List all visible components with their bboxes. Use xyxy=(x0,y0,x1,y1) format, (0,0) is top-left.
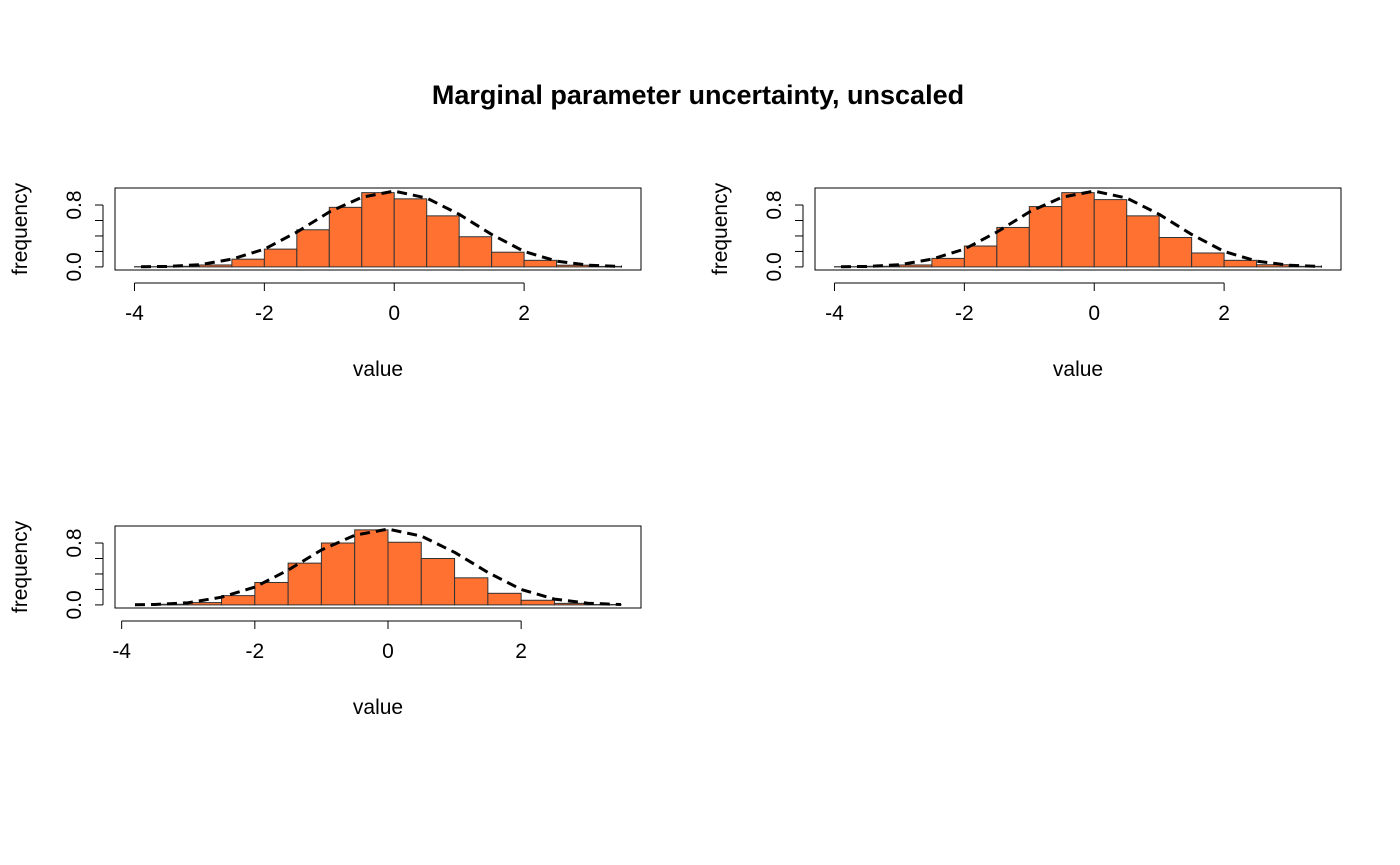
histogram-bar xyxy=(361,192,395,268)
plot-frame xyxy=(814,187,1342,271)
histogram-bar xyxy=(287,562,322,606)
histogram-bar xyxy=(354,529,389,606)
x-tick-label: 0 xyxy=(382,640,394,663)
x-tick-label: 2 xyxy=(1218,302,1230,325)
histogram-bar xyxy=(898,264,933,268)
x-tick-label: 2 xyxy=(515,640,527,663)
y-tick-label: 0.8 xyxy=(63,190,86,219)
x-tick-label: -4 xyxy=(125,302,144,325)
x-tick-label: 2 xyxy=(518,302,530,325)
histogram-bar xyxy=(1223,259,1258,268)
histogram-panel-1: -4 -2 0 2 value 0.0 0.8 frequency xyxy=(9,182,642,381)
histogram-bar xyxy=(393,198,428,268)
x-tick-label: -2 xyxy=(255,302,274,325)
histogram-bar xyxy=(328,206,363,268)
x-axis-title: value xyxy=(353,696,403,719)
y-tick-label: 0.8 xyxy=(763,190,786,219)
histogram-bar xyxy=(1061,192,1095,268)
histogram-bar xyxy=(556,264,590,268)
y-tick-label: 0.8 xyxy=(63,528,86,557)
x-axis-title: value xyxy=(1053,358,1103,381)
histogram-bar xyxy=(1256,264,1290,268)
histogram-bar xyxy=(523,259,558,268)
histogram-bar xyxy=(387,541,422,606)
histogram-bar xyxy=(1028,206,1063,268)
histogram-bar xyxy=(996,226,1030,268)
histogram-bar xyxy=(520,599,555,606)
x-tick-label: -2 xyxy=(245,640,264,663)
histogram-bar xyxy=(296,229,330,268)
histogram-bar xyxy=(426,215,460,268)
plot-frame xyxy=(114,187,642,271)
y-axis-title: frequency xyxy=(709,182,732,275)
histogram-bar xyxy=(221,595,256,606)
histogram-bar xyxy=(963,245,998,268)
x-tick-label: -4 xyxy=(825,302,844,325)
histogram-bar xyxy=(231,258,265,268)
histogram-bar xyxy=(1126,215,1160,268)
x-tick-label: -4 xyxy=(112,640,131,663)
y-tick-label: 0.0 xyxy=(763,252,786,281)
x-tick-label: 0 xyxy=(388,302,400,325)
histogram-bar xyxy=(1191,252,1225,268)
histogram-bar xyxy=(454,577,489,606)
y-axis-title: frequency xyxy=(9,520,32,613)
histogram-bar xyxy=(931,257,965,268)
x-tick-label: -2 xyxy=(955,302,974,325)
y-tick-label: 0.0 xyxy=(63,252,86,281)
histogram-bar xyxy=(1093,199,1128,268)
histogram-bar xyxy=(187,602,223,606)
histogram-bar xyxy=(458,236,493,268)
plot-frame xyxy=(114,525,642,609)
histogram-panel-3: -4 -2 0 2 value 0.0 0.8 frequency xyxy=(9,520,642,719)
y-tick-label: 0.0 xyxy=(63,590,86,619)
histogram-bar xyxy=(263,248,298,268)
density-curve xyxy=(134,527,622,607)
y-axis-title: frequency xyxy=(9,182,32,275)
figure-title: Marginal parameter uncertainty, unscaled xyxy=(432,80,964,110)
x-axis-title: value xyxy=(353,358,403,381)
histogram-panel-2: -4 -2 0 2 value 0.0 0.8 frequency xyxy=(709,182,1342,381)
histogram-bar xyxy=(553,602,589,606)
histogram-bar xyxy=(491,251,525,268)
histogram-bar xyxy=(487,592,522,606)
histogram-bar xyxy=(198,264,233,268)
histogram-bar xyxy=(1158,237,1193,268)
x-tick-label: 0 xyxy=(1088,302,1100,325)
histogram-bar xyxy=(320,542,356,606)
histogram-bar xyxy=(420,557,456,606)
histogram-bar xyxy=(254,581,289,606)
